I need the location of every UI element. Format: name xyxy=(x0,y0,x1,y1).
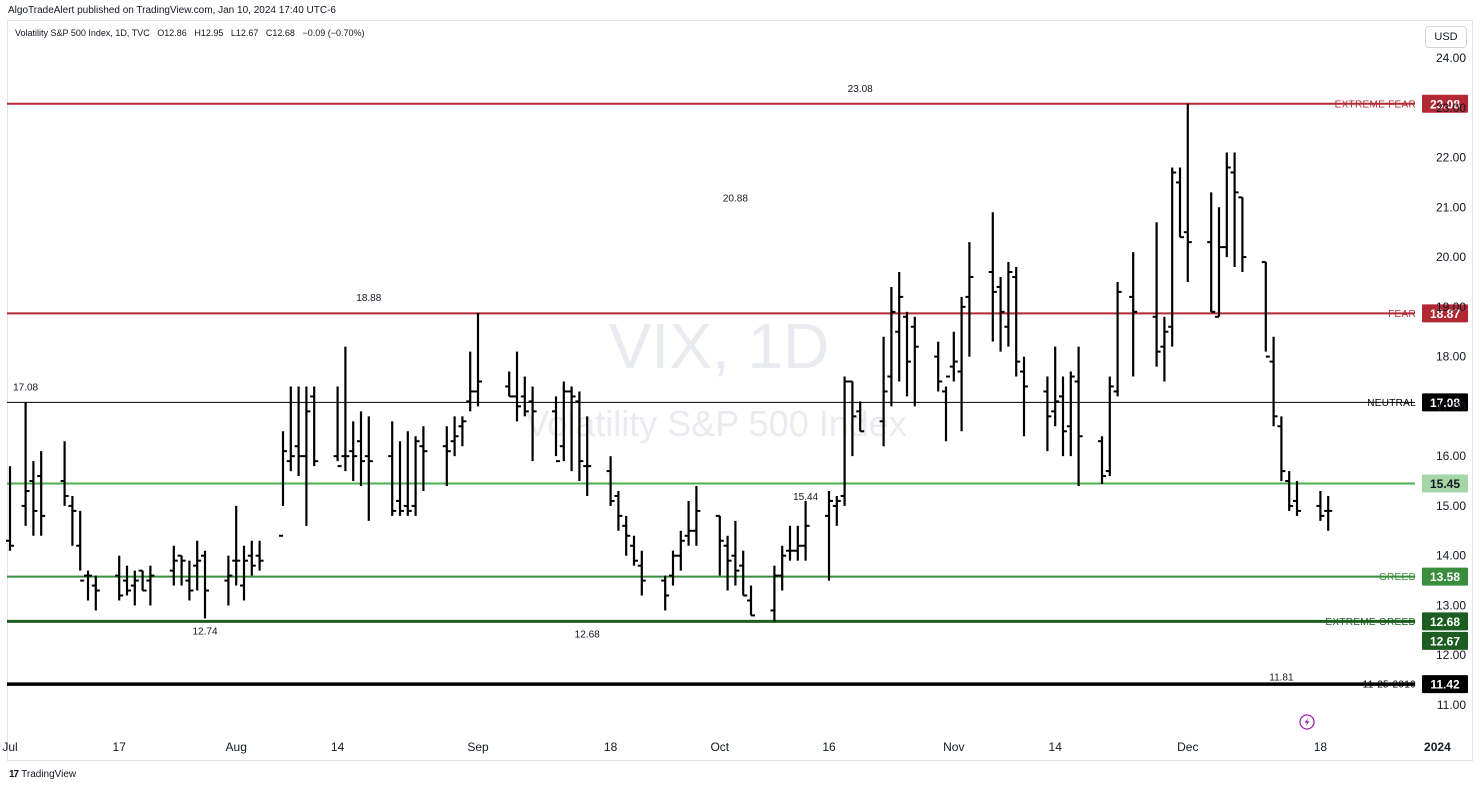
y-tick-label: 19.00 xyxy=(1436,300,1466,314)
level-price-tag xyxy=(1422,94,1468,113)
x-tick-label: 18 xyxy=(1314,740,1328,754)
x-tick-label: Oct xyxy=(710,740,729,754)
y-tick-label: 17.00 xyxy=(1436,399,1466,413)
level-price-label: 12.68 xyxy=(1430,615,1460,629)
level-price-tag xyxy=(1422,393,1468,412)
lightning-icon[interactable] xyxy=(1299,714,1315,730)
pivot-annotation: 15.44 xyxy=(793,492,818,503)
level-price-label: 13.58 xyxy=(1430,570,1460,584)
symbol-legend[interactable]: Volatility S&P 500 Index, 1D, TVC O12.86… xyxy=(15,28,370,38)
y-tick-label: 11.00 xyxy=(1437,698,1466,712)
pivot-annotation: 11.81 xyxy=(1269,673,1294,684)
x-tick-label: Nov xyxy=(943,740,964,754)
pivot-annotation: 20.88 xyxy=(723,193,748,204)
x-tick-label: Aug xyxy=(226,740,247,754)
pivot-annotation: 17.08 xyxy=(13,382,38,393)
x-tick-label: 17 xyxy=(113,740,127,754)
level-price-tag xyxy=(1422,675,1468,694)
watermark-symbol: VIX, 1D xyxy=(609,310,830,382)
y-tick-label: 13.00 xyxy=(1436,598,1466,612)
level-price-tag xyxy=(1422,567,1468,586)
level-price-label: 18.87 xyxy=(1430,307,1460,321)
y-tick-label: 21.00 xyxy=(1436,200,1466,214)
pivot-annotation: 18.88 xyxy=(356,293,381,304)
level-price-label: 23.08 xyxy=(1430,97,1460,111)
ohlc-high: H12.95 xyxy=(194,28,224,38)
level-price-tag xyxy=(1422,612,1468,631)
symbol-name: Volatility S&P 500 Index, 1D, TVC xyxy=(15,28,150,38)
level-name-label: FEAR xyxy=(1388,309,1416,320)
level-price-label: 17.08 xyxy=(1430,396,1460,410)
y-tick-label: 14.00 xyxy=(1436,549,1466,563)
pivot-annotation: 12.74 xyxy=(192,626,217,637)
level-price-tag xyxy=(1422,304,1468,323)
y-tick-label: 16.00 xyxy=(1436,449,1466,463)
ohlc-close: C12.68 xyxy=(265,28,295,38)
last-price-label: 12.67 xyxy=(1430,634,1460,648)
level-name-label: EXTREME GREED xyxy=(1325,617,1416,628)
level-name-label: EXTREME FEAR xyxy=(1335,99,1416,110)
last-price-tag xyxy=(1422,631,1468,650)
pivot-annotation: 23.08 xyxy=(848,84,873,95)
footer[interactable]: 17 TradingView xyxy=(9,769,76,780)
x-tick-label: 2024 xyxy=(1424,740,1451,754)
tradingview-brand: TradingView xyxy=(21,769,77,780)
watermark-name: Volatility S&P 500 Index xyxy=(525,403,907,444)
tradingview-logo-icon: 17 xyxy=(9,769,19,780)
y-tick-label: 20.00 xyxy=(1436,250,1466,264)
y-tick-label: 22.00 xyxy=(1436,151,1466,165)
currency-button[interactable]: USD xyxy=(1425,26,1467,48)
x-tick-label: Sep xyxy=(467,740,489,754)
level-price-tag xyxy=(1422,474,1468,493)
x-tick-label: Jul xyxy=(2,740,17,754)
publisher-text: AlgoTradeAlert published on TradingView.… xyxy=(8,5,336,16)
level-name-label: GREED xyxy=(1379,572,1416,583)
x-tick-label: 16 xyxy=(822,740,836,754)
lightning-glyph xyxy=(1304,717,1310,727)
ohlc-open: O12.86 xyxy=(157,28,187,38)
pivot-annotation: 12.68 xyxy=(575,629,600,640)
y-tick-label: 15.00 xyxy=(1436,499,1466,513)
y-tick-label: 18.00 xyxy=(1436,350,1466,364)
level-price-label: 11.42 xyxy=(1430,678,1460,692)
y-tick-label: 23.00 xyxy=(1436,101,1466,115)
x-tick-label: Dec xyxy=(1177,740,1198,754)
x-tick-label: 14 xyxy=(1049,740,1063,754)
y-tick-label: 24.00 xyxy=(1436,51,1466,65)
level-name-label: 11-25-2019 xyxy=(1363,680,1417,691)
x-tick-label: 14 xyxy=(331,740,345,754)
level-name-label: NEUTRAL xyxy=(1367,398,1416,409)
y-tick-label: 12.00 xyxy=(1436,648,1466,662)
x-tick-label: 18 xyxy=(604,740,618,754)
level-price-label: 15.45 xyxy=(1430,477,1460,491)
ohlc-change: −0.09 (−0.70%) xyxy=(302,28,365,38)
ohlc-low: L12.67 xyxy=(230,28,259,38)
